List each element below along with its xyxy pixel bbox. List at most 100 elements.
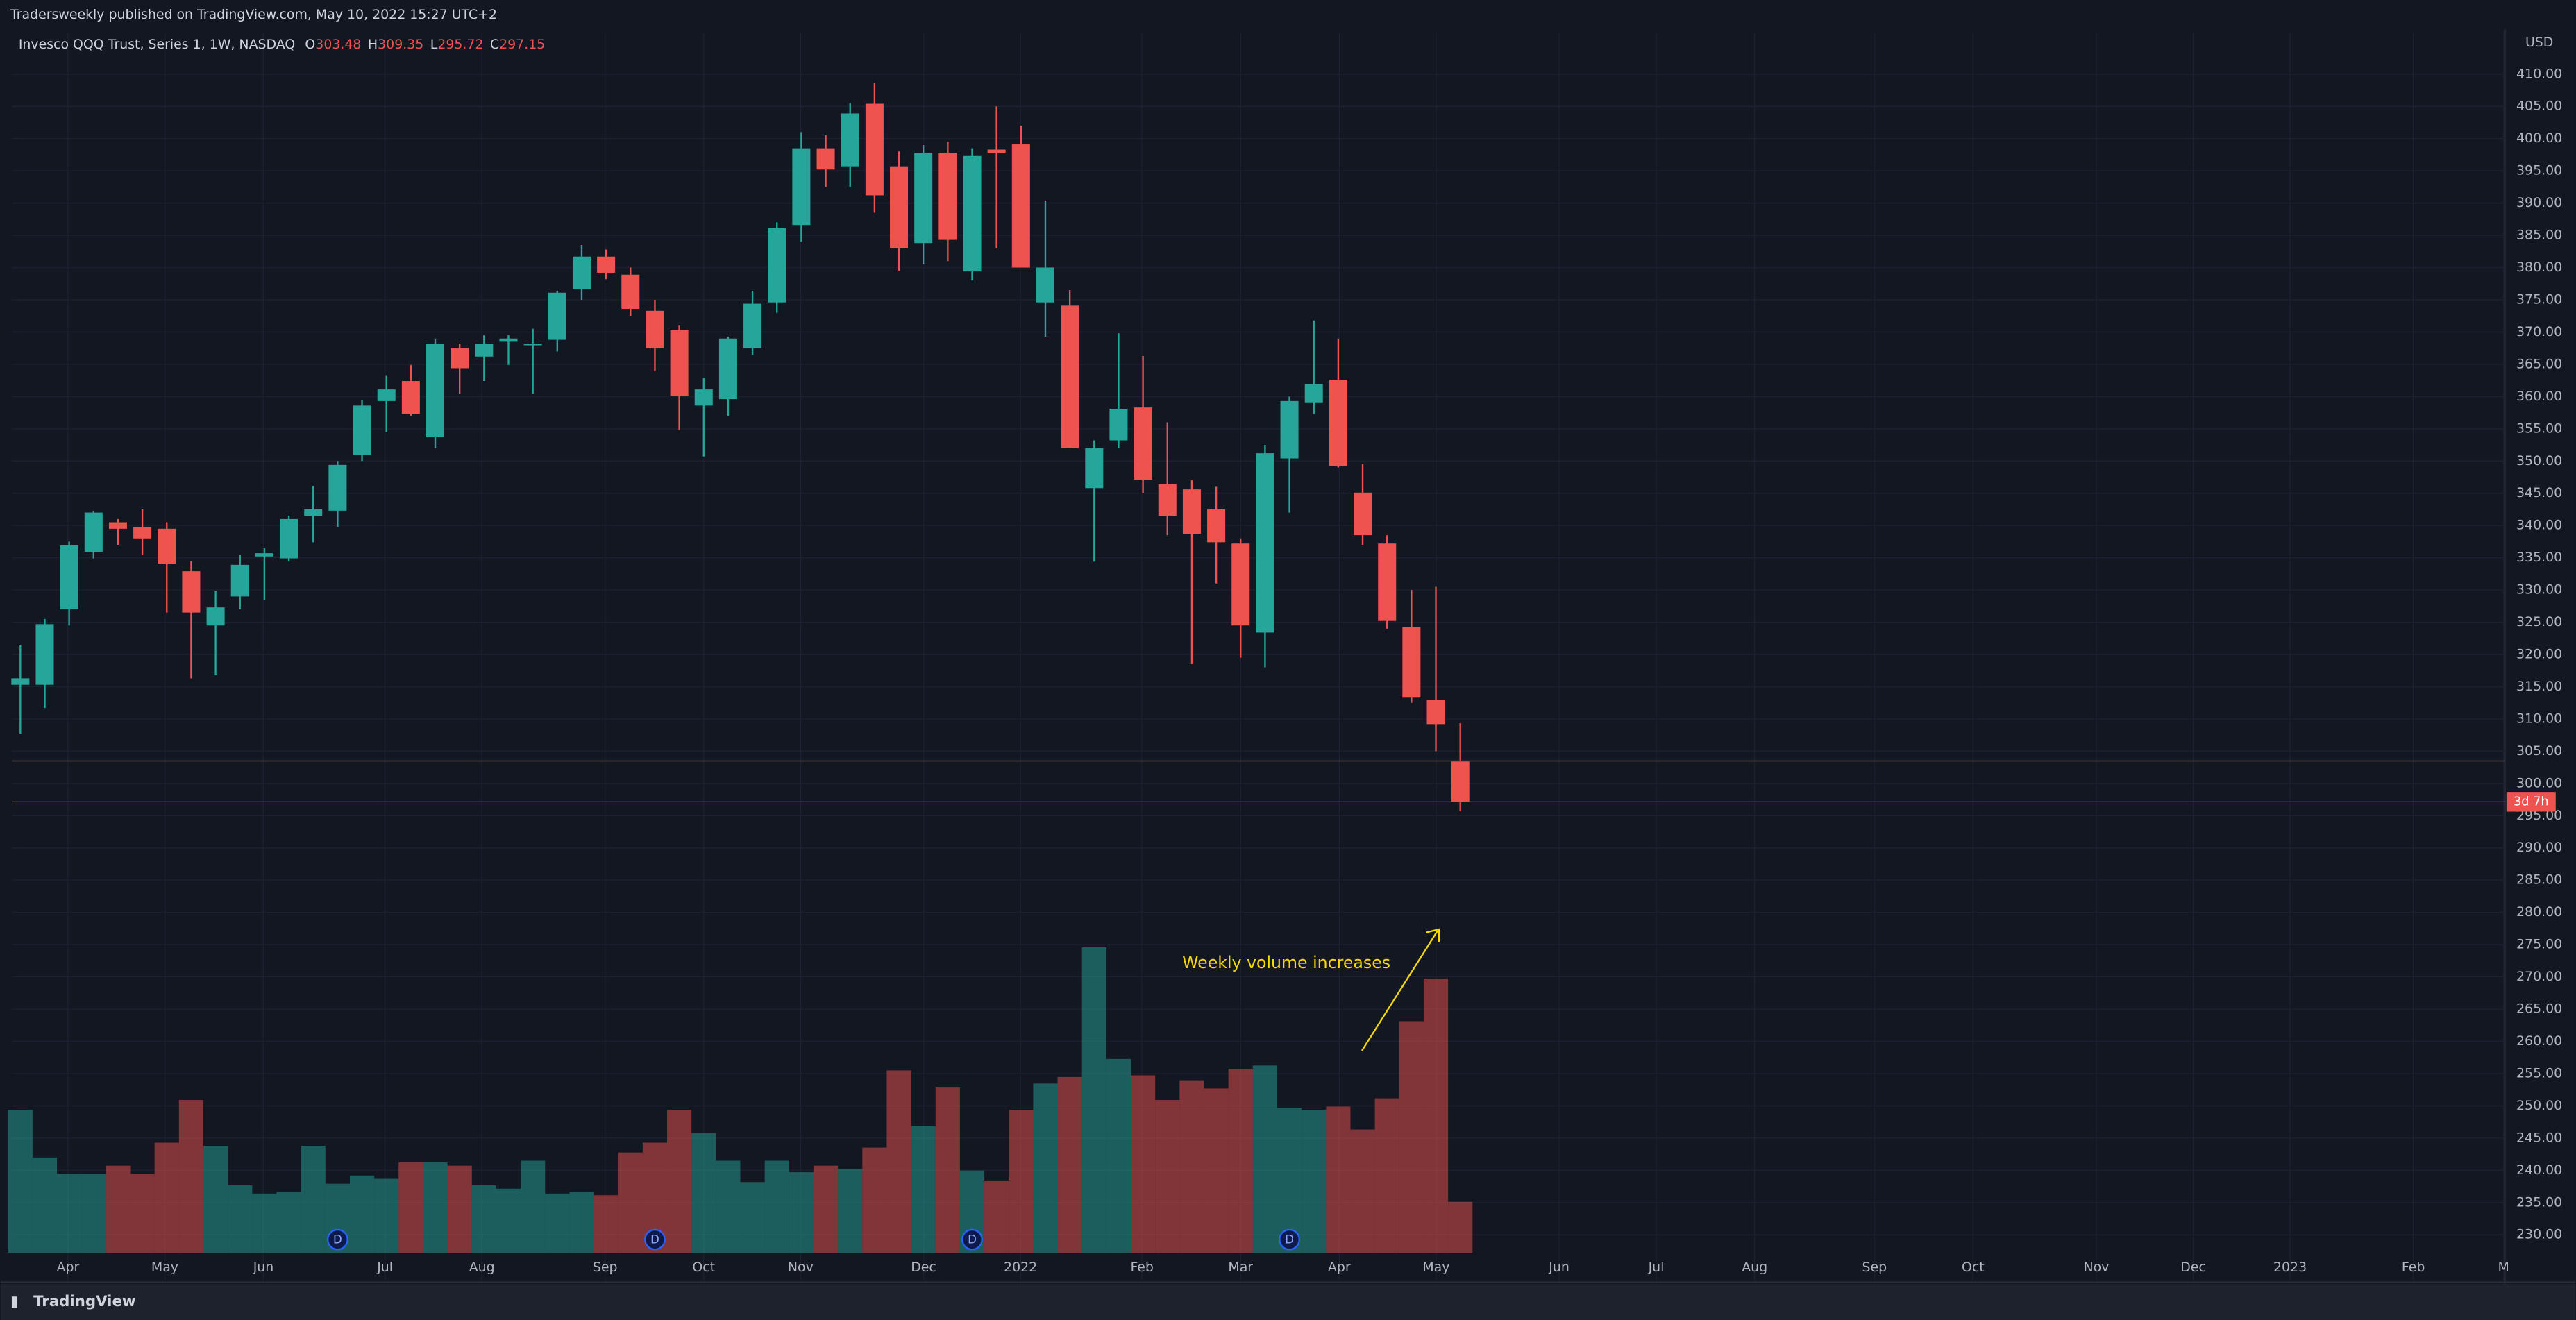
volume-bar	[764, 1160, 789, 1253]
annotation: Weekly volume increases	[1182, 953, 1390, 972]
volume-bar	[1302, 1110, 1327, 1253]
volume-bar	[838, 1169, 863, 1253]
candle-body	[35, 624, 54, 685]
candle-body	[1085, 448, 1104, 489]
candle-body	[987, 149, 1006, 153]
candle-body	[1256, 453, 1274, 633]
candle-body	[280, 518, 298, 559]
volume-bar	[691, 1133, 716, 1253]
x-tick-label: Aug	[1742, 1260, 1767, 1275]
x-tick-label: Feb	[1130, 1260, 1153, 1275]
volume-bar	[32, 1157, 58, 1253]
y-tick-label: 315.00	[2516, 679, 2562, 694]
footer-logo: TradingView	[33, 1293, 135, 1310]
y-tick-label: 350.00	[2516, 453, 2562, 468]
x-tick-label: Nov	[2083, 1260, 2109, 1275]
candle-body	[11, 678, 30, 685]
header: Tradersweekly published on TradingView.c…	[10, 7, 497, 22]
x-tick-label: Mar	[1228, 1260, 1253, 1275]
y-tick-label: 230.00	[2516, 1227, 2562, 1242]
x-tick-label: Jul	[376, 1260, 393, 1275]
countdown: 3d 7h	[2514, 795, 2549, 809]
dividend-marker	[1279, 1228, 1300, 1251]
volume-bar	[594, 1195, 618, 1253]
volume-bar	[349, 1175, 375, 1253]
x-tick-label: 2023	[2273, 1260, 2307, 1275]
candle-body	[938, 153, 957, 240]
volume-bar	[740, 1182, 765, 1253]
candle-body	[1304, 384, 1323, 403]
candle-body	[401, 381, 420, 414]
volume-bar	[398, 1162, 423, 1253]
candle-body	[304, 509, 323, 516]
volume-bar	[1326, 1106, 1351, 1253]
volume-bar	[618, 1152, 643, 1253]
y-tick-label: 270.00	[2516, 969, 2562, 984]
x-tick-label: Sep	[593, 1260, 618, 1275]
volume-bar	[178, 1100, 204, 1253]
volume-bar	[301, 1146, 326, 1253]
volume-bar	[1057, 1076, 1082, 1253]
x-tick-label: 2022	[1004, 1260, 1037, 1275]
candle-body	[1329, 380, 1347, 466]
y-tick-label: 240.00	[2516, 1162, 2562, 1178]
volume-bar	[1081, 947, 1106, 1253]
candle-body	[646, 310, 664, 348]
candle-body	[523, 344, 542, 346]
volume-bar	[1179, 1080, 1204, 1253]
candle-body	[1011, 144, 1030, 268]
volume-bar	[1277, 1108, 1302, 1253]
volume-bar	[1228, 1069, 1253, 1253]
volume-bar	[130, 1174, 155, 1253]
x-tick-label: Jun	[253, 1260, 274, 1275]
candle-body	[206, 607, 225, 626]
volume-bar	[1350, 1129, 1375, 1253]
y-tick-label: 275.00	[2516, 937, 2562, 952]
volume-bar	[1448, 1201, 1473, 1253]
y-tick-label: 265.00	[2516, 1001, 2562, 1017]
y-tick-label: 335.00	[2516, 550, 2562, 565]
y-tick-label: 245.00	[2516, 1130, 2562, 1145]
x-tick-label: M	[2498, 1260, 2509, 1275]
y-tick-label: 400.00	[2516, 130, 2562, 146]
dividend-label: D	[968, 1233, 977, 1246]
candle-body	[353, 405, 371, 455]
candle-body	[1182, 489, 1201, 534]
candle-body	[182, 571, 201, 613]
candle-body	[572, 256, 591, 289]
y-tick-label: 330.00	[2516, 582, 2562, 598]
candle-body	[1158, 484, 1177, 516]
y-tick-label: 250.00	[2516, 1098, 2562, 1113]
candle-body	[816, 148, 835, 170]
volume-bar	[569, 1192, 594, 1253]
y-tick-label: 380.00	[2516, 260, 2562, 275]
candle-body	[1378, 543, 1397, 621]
dividend-marker	[327, 1228, 348, 1251]
y-tick-label: 320.00	[2516, 647, 2562, 662]
volume-bar	[1131, 1075, 1156, 1253]
y-tick-label: 370.00	[2516, 324, 2562, 339]
candle-body	[597, 256, 616, 273]
candle-body	[1280, 400, 1299, 459]
candle-body	[841, 113, 859, 167]
volume-bar	[276, 1192, 301, 1253]
candle-body	[377, 389, 396, 401]
dividend-label: D	[1285, 1233, 1294, 1246]
candle-body	[451, 348, 469, 369]
y-tick-label: 345.00	[2516, 485, 2562, 500]
y-tick-label: 305.00	[2516, 743, 2562, 759]
volume-bar	[545, 1193, 570, 1253]
x-tick-label: Oct	[692, 1260, 715, 1275]
y-tick-label: 235.00	[2516, 1194, 2562, 1210]
candle-body	[718, 338, 737, 400]
x-tick-label: Jul	[1648, 1260, 1665, 1275]
dividend-marker	[961, 1228, 983, 1251]
candle-body	[1451, 761, 1470, 802]
legend: Invesco QQQ Trust, Series 1, 1W, NASDAQ O…	[19, 36, 545, 51]
x-tick-label: Oct	[1962, 1260, 1985, 1275]
candle-body	[499, 338, 518, 342]
candle-body	[768, 228, 786, 303]
y-tick-label: 390.00	[2516, 195, 2562, 210]
